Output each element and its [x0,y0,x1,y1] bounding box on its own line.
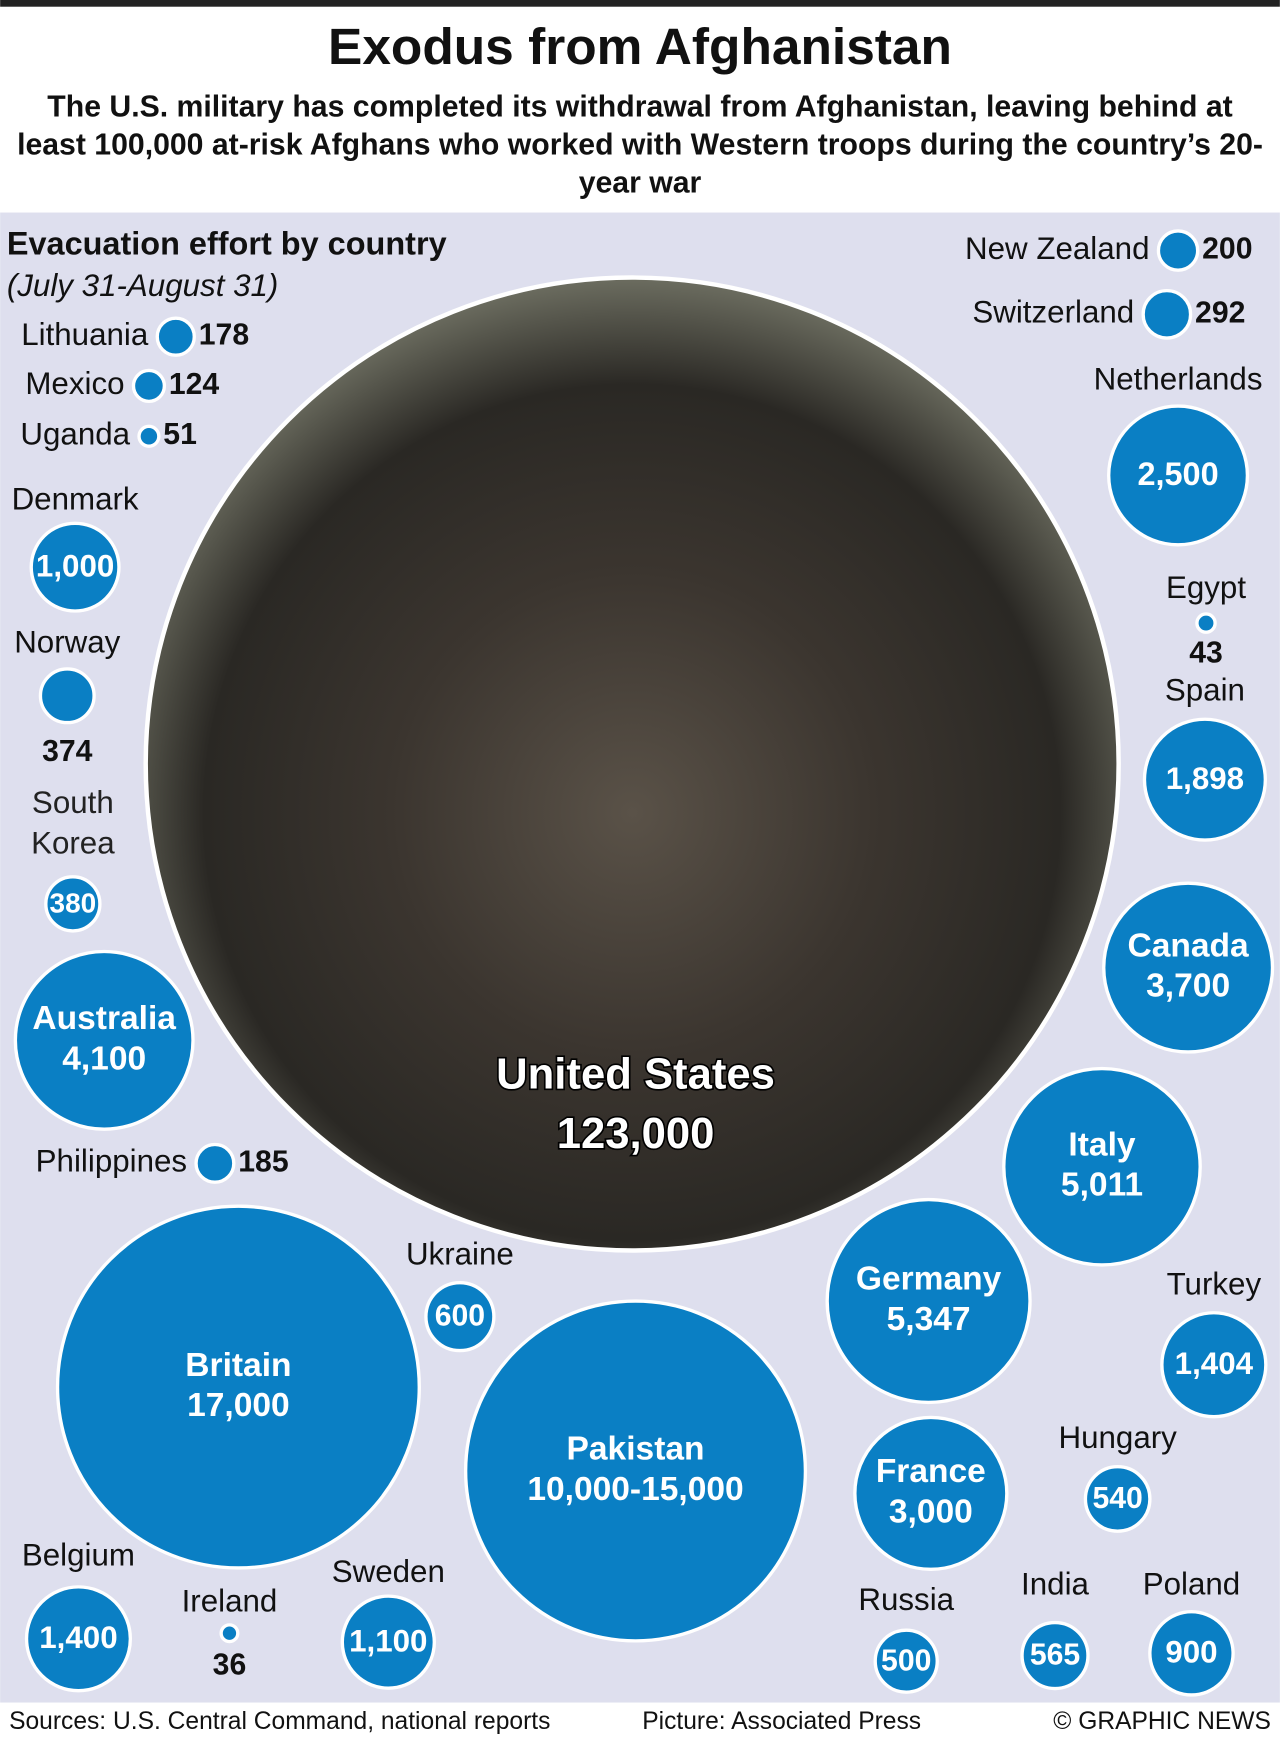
chart-subtitle: (July 31-August 31) [7,268,279,303]
bubble-name: Ukraine [406,1236,514,1271]
bubble [424,1280,496,1353]
bubble [155,316,196,357]
chart-title: Evacuation effort by country [7,226,447,262]
bubble-value: 17,000 [187,1387,290,1424]
bubble-name: Sweden [332,1554,445,1589]
bubble-value: 178 [199,319,249,352]
bubble-name: New Zealand [965,231,1149,266]
page-subtitle: The U.S. military has completed its with… [17,89,1263,200]
bubble [38,667,96,725]
bubble-name: Canada [1128,927,1250,964]
bubble [1102,881,1275,1054]
bubble-value: 1,404 [1175,1346,1254,1381]
bubble-name: Italy [1068,1126,1135,1163]
top-rule [0,0,1280,7]
bubble-name: Norway [14,625,120,660]
bubble-value: 1,100 [349,1624,427,1659]
bubble-value: 1,898 [1166,761,1244,796]
bubble-value: 124 [169,368,220,401]
bubble [340,1594,436,1690]
page-title: Exodus from Afghanistan [328,17,952,75]
bubble [1142,717,1268,842]
bubble-name: Poland [1143,1566,1241,1601]
bubble-value: 3,000 [889,1493,973,1530]
bubble [1195,612,1217,634]
bubble-value: 2,500 [1137,456,1218,492]
bubble [29,521,121,613]
bubble-name: Egypt [1166,570,1246,605]
bubble [825,1197,1032,1405]
bubble [1107,404,1250,547]
bubble [44,875,102,933]
bubble-value: 5,011 [1061,1167,1143,1204]
subtitle-box: The U.S. military has completed its with… [17,89,1263,200]
graphic-credit: © GRAPHIC NEWS [1053,1708,1271,1735]
bubble-name: Turkey [1167,1267,1262,1302]
bubble-name: Lithuania [21,317,149,352]
bubble [1148,1610,1235,1697]
bubble [1156,229,1200,272]
bubble [1083,1465,1152,1533]
name-box: South Korea [31,785,115,861]
bubble-name: Pakistan [567,1431,705,1468]
bubble-name: Uganda [20,417,130,452]
bubble [1002,1066,1202,1267]
bubble-name: Ireland [182,1583,278,1618]
bubble-name: Philippines [36,1144,187,1179]
bubble [1160,1311,1268,1419]
bubble-value: 36 [213,1649,247,1682]
bubble-name: Russia [858,1582,954,1617]
bubble-value: 540 [1092,1482,1142,1515]
bubble-name: Spain [1165,673,1245,708]
bubble-value: 292 [1195,296,1245,329]
bubble-value: 200 [1202,233,1252,266]
bubble [1020,1620,1090,1691]
bubble-value: 1,000 [36,549,114,584]
bubble [55,1204,421,1570]
bubble-name: Netherlands [1094,362,1263,397]
bubble-name: Britain [185,1347,291,1384]
bubble-value: 185 [238,1145,288,1178]
bubble [13,949,195,1131]
picture-credit: Picture: Associated Press [642,1708,921,1735]
bubble-name: United States [496,1051,775,1099]
bubble [853,1415,1009,1572]
bubble-name: Belgium [22,1537,135,1572]
bubble [24,1585,133,1693]
bubble [219,1623,240,1644]
bubble [194,1142,236,1184]
bubble [137,424,161,448]
photo-bubble [143,275,1121,1253]
bubble-name: Mexico [25,366,124,401]
bubble-value: 123,000 [557,1110,715,1158]
bubble-value: 1,400 [39,1620,117,1655]
bubble [463,1299,808,1643]
bubble-name: France [876,1453,986,1490]
bubble-name: Hungary [1058,1420,1177,1455]
bubble-name: Australia [32,1000,176,1037]
bubble-value: 500 [881,1644,931,1677]
bubble-name: Denmark [12,481,139,516]
bubble-value: 600 [435,1300,485,1333]
bubble-value: 5,347 [887,1301,971,1338]
bubble-name: Switzerland [972,295,1134,330]
bubble-value: 900 [1165,1635,1217,1670]
bubble-value: 51 [163,418,197,451]
bubble-name: South Korea [31,785,115,861]
sources: Sources: U.S. Central Command, national … [9,1708,550,1735]
bubble [1141,288,1193,340]
bubble-value: 4,100 [62,1040,146,1077]
bubble-value: 565 [1030,1639,1080,1672]
bubble-value: 374 [42,735,93,768]
bubble-value: 10,000-15,000 [527,1471,743,1508]
bubble [873,1628,939,1694]
bubble-value: 380 [50,887,97,918]
bubble-name: India [1021,1566,1089,1601]
bubble-value: 43 [1189,636,1223,669]
bubble [131,368,167,404]
bubble-value: 3,700 [1146,968,1230,1005]
bubble-name: Germany [856,1261,1002,1298]
